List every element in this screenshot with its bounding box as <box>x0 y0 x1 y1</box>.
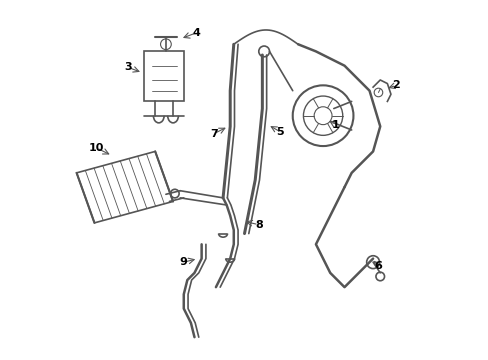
Text: 9: 9 <box>180 257 187 267</box>
Text: 3: 3 <box>124 63 132 72</box>
Text: 4: 4 <box>192 28 200 38</box>
Text: 6: 6 <box>374 261 382 271</box>
Text: 10: 10 <box>88 143 104 153</box>
Text: 2: 2 <box>392 80 399 90</box>
Text: 1: 1 <box>331 120 339 130</box>
Text: 7: 7 <box>210 129 218 139</box>
Text: 8: 8 <box>254 220 262 230</box>
Text: 5: 5 <box>276 127 284 137</box>
